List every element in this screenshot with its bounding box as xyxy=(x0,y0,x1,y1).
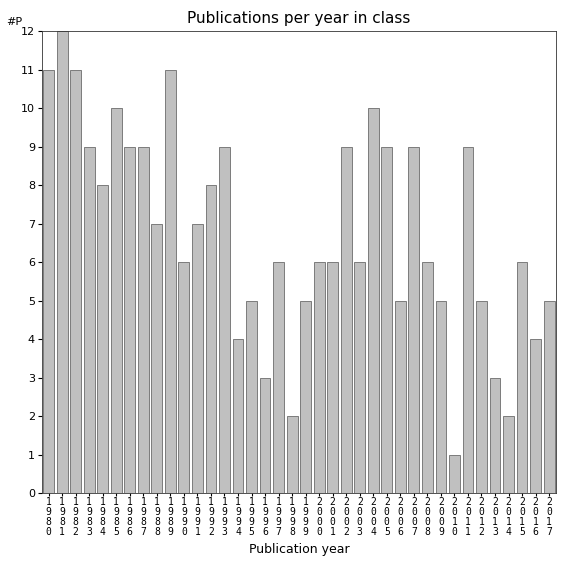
Bar xyxy=(354,263,365,493)
Bar xyxy=(124,147,135,493)
Bar xyxy=(408,147,419,493)
Title: Publications per year in class: Publications per year in class xyxy=(187,11,411,26)
Bar xyxy=(490,378,501,493)
Bar xyxy=(219,147,230,493)
Bar xyxy=(232,339,243,493)
Bar xyxy=(111,108,122,493)
Bar xyxy=(530,339,541,493)
Bar xyxy=(273,263,284,493)
Bar xyxy=(476,301,487,493)
X-axis label: Publication year: Publication year xyxy=(248,543,349,556)
Bar xyxy=(151,224,162,493)
Bar xyxy=(368,108,379,493)
Bar xyxy=(314,263,324,493)
Bar xyxy=(179,263,189,493)
Bar xyxy=(98,185,108,493)
Bar xyxy=(287,416,298,493)
Bar xyxy=(301,301,311,493)
Bar xyxy=(382,147,392,493)
Bar xyxy=(138,147,149,493)
Bar xyxy=(435,301,446,493)
Bar xyxy=(422,263,433,493)
Bar xyxy=(463,147,473,493)
Bar xyxy=(84,147,95,493)
Bar xyxy=(206,185,217,493)
Bar xyxy=(341,147,352,493)
Bar xyxy=(449,455,460,493)
Bar xyxy=(192,224,203,493)
Bar xyxy=(165,70,176,493)
Bar xyxy=(246,301,257,493)
Bar xyxy=(517,263,527,493)
Bar xyxy=(544,301,555,493)
Bar xyxy=(503,416,514,493)
Bar xyxy=(395,301,406,493)
Text: #P: #P xyxy=(6,17,22,27)
Bar xyxy=(57,31,67,493)
Bar xyxy=(327,263,338,493)
Bar xyxy=(260,378,270,493)
Bar xyxy=(70,70,81,493)
Bar xyxy=(43,70,54,493)
